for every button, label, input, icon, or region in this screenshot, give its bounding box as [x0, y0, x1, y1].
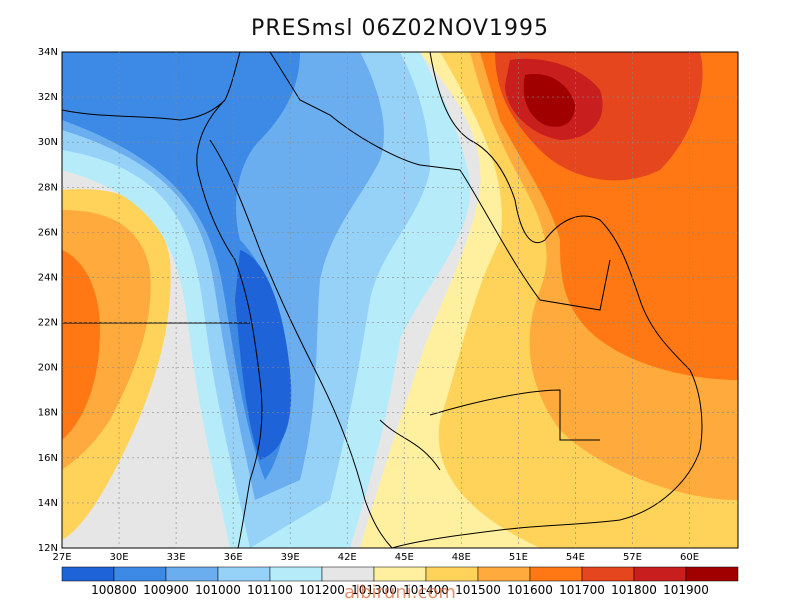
x-tick-label: 54E: [566, 552, 585, 563]
map-title: PRESmsl 06Z02NOV1995: [251, 16, 549, 41]
colorbar-swatch: [321, 566, 375, 582]
colorbar-swatch: [685, 566, 739, 582]
y-tick-label: 34N: [38, 47, 58, 58]
border-yemen: [429, 389, 600, 441]
y-tick-label: 12N: [38, 543, 58, 554]
colorbar: 100800 100900 101000 101100 101200 101300 1014…: [61, 566, 739, 597]
x-tick-label: 48E: [452, 552, 471, 563]
colorbar-swatch: [477, 566, 531, 582]
x-tick-label: 30E: [110, 552, 129, 563]
colorbar-swatch: [529, 566, 583, 582]
coastline-arabian-sea: [391, 369, 703, 548]
colorbar-label: 101200: [299, 583, 345, 597]
coastline-red-sea-east: [209, 139, 393, 548]
contour-max: [523, 74, 575, 127]
coastline-red-sea-west: [196, 99, 263, 548]
pressure-field: [62, 52, 738, 548]
y-tick-label: 16N: [38, 453, 58, 464]
y-tick-label: 28N: [38, 182, 58, 193]
x-tick-label: 27E: [52, 552, 71, 563]
y-axis-ticks: 34N 32N 30N 28N 26N 24N 22N 20N 18N 16N 14N 12N: [38, 47, 58, 554]
colorbar-label: 100800: [91, 583, 137, 597]
x-tick-label: 39E: [281, 552, 300, 563]
y-tick-label: 18N: [38, 408, 58, 419]
colorbar-label: 101600: [507, 583, 553, 597]
y-tick-label: 26N: [38, 227, 58, 238]
x-tick-label: 60E: [680, 552, 699, 563]
coastline-persian-gulf: [429, 52, 691, 371]
colorbar-swatch: [165, 566, 219, 582]
y-tick-label: 20N: [38, 363, 58, 374]
x-tick-label: 33E: [167, 552, 186, 563]
x-tick-label: 42E: [338, 552, 357, 563]
colorbar-swatch: [113, 566, 167, 582]
coastline-mediterranean: [62, 52, 241, 121]
colorbar-label: 101100: [247, 583, 293, 597]
border-north: [269, 52, 421, 166]
x-tick-label: 36E: [224, 552, 243, 563]
colorbar-swatch: [373, 566, 427, 582]
contour-100900: [62, 52, 300, 480]
colorbar-label: 101500: [455, 583, 501, 597]
colorbar-swatch: [633, 566, 687, 582]
coastlines: [62, 52, 703, 548]
colorbar-label: 101300: [351, 583, 397, 597]
x-tick-label: 51E: [509, 552, 528, 563]
y-tick-label: 14N: [38, 498, 58, 509]
y-tick-label: 32N: [38, 92, 58, 103]
x-axis-ticks: 27E 30E 33E 36E 39E 42E 45E 48E 51E 54E 57E 60E: [52, 552, 699, 563]
colorbar-label: 101000: [195, 583, 241, 597]
y-tick-label: 22N: [38, 318, 58, 329]
colorbar-label: 100900: [143, 583, 189, 597]
contour-100800: [235, 250, 292, 460]
colorbar-swatch: [269, 566, 323, 582]
y-tick-label: 30N: [38, 137, 58, 148]
plot-frame: [61, 51, 739, 549]
border-horn: [379, 419, 441, 471]
contour-west-101700: [62, 250, 100, 440]
colorbar-swatch: [61, 566, 115, 582]
watermark-text: albiruni.com: [344, 582, 456, 600]
colorbar-label: 101400: [403, 583, 449, 597]
x-tick-label: 45E: [395, 552, 414, 563]
x-tick-label: 57E: [623, 552, 642, 563]
border-saudi-east: [419, 164, 611, 311]
colorbar-swatch: [581, 566, 635, 582]
y-tick-label: 24N: [38, 272, 58, 283]
colorbar-label: 101900: [663, 583, 709, 597]
colorbar-swatch: [217, 566, 271, 582]
colorbar-label: 101800: [611, 583, 657, 597]
colorbar-label: 101700: [559, 583, 605, 597]
colorbar-swatch: [425, 566, 479, 582]
